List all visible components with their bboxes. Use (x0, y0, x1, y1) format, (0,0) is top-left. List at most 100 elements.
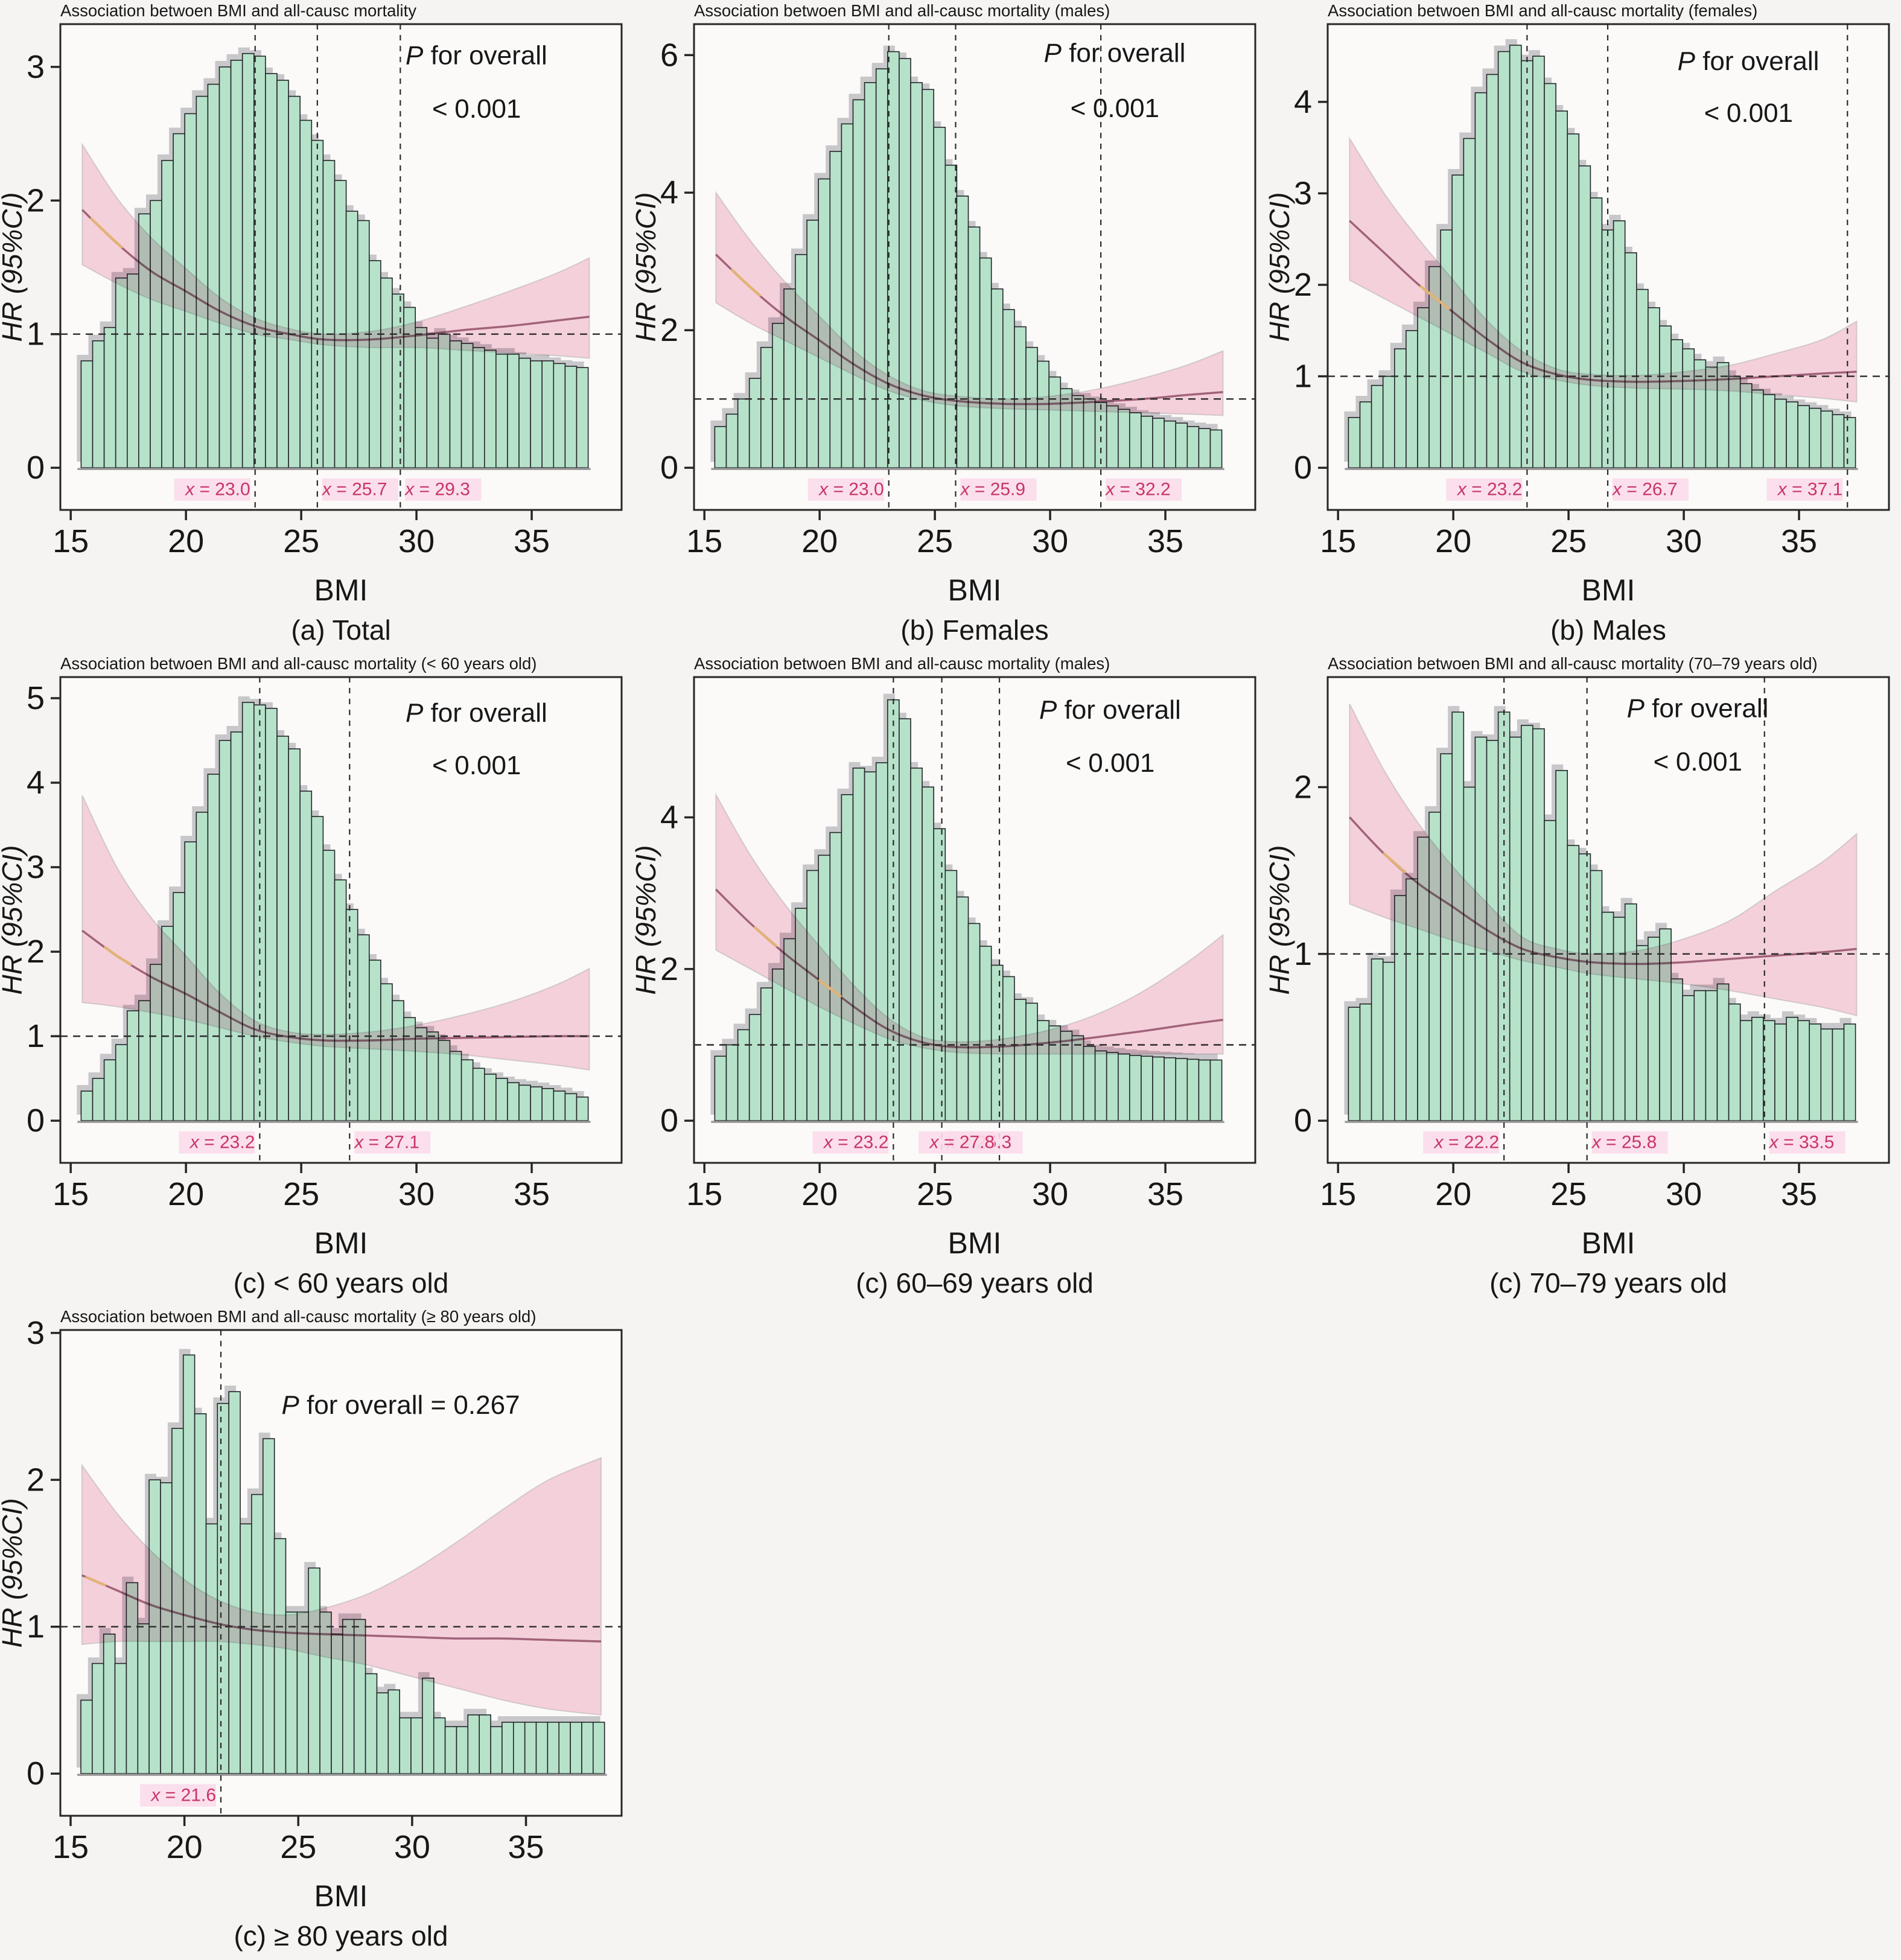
svg-text:3: 3 (27, 849, 45, 885)
svg-text:2: 2 (27, 934, 45, 970)
svg-text:0: 0 (660, 450, 678, 486)
y-axis: 0 1 2 HR (95%CI) (1267, 769, 1327, 1139)
knot-annotation: x = 37.1 (1766, 478, 1843, 501)
svg-text:x = 21.6: x = 21.6 (150, 1786, 216, 1806)
svg-text:2: 2 (1294, 769, 1312, 805)
svg-text:1: 1 (1294, 358, 1312, 395)
y-axis-title: HR (95%CI) (0, 192, 28, 342)
y-axis: 0 1 2 3 HR (95%CI) (0, 49, 60, 486)
curve-highlight-segment (90, 217, 123, 249)
svg-text:x = 27.8: x = 27.8 (929, 1133, 995, 1153)
chart-title: Association betwoen BMI and all-causc mo… (694, 654, 1110, 673)
knot-annotation: x = 21.6 (140, 1784, 216, 1807)
ci-band (1349, 136, 1858, 403)
plot-border (59, 23, 623, 511)
y-axis-title: HR (95%CI) (634, 192, 661, 342)
svg-text:2: 2 (660, 312, 678, 348)
knot-annotation: x = 23.2 (1446, 478, 1523, 501)
svg-text:15: 15 (53, 1829, 89, 1865)
svg-text:30: 30 (1032, 523, 1068, 559)
svg-text:35: 35 (1781, 1176, 1817, 1212)
svg-text:30: 30 (398, 1176, 435, 1212)
chart-caption: (c) 60–69 years old (856, 1267, 1094, 1299)
knot-annotation: x = 23.2 (179, 1131, 255, 1154)
x-axis: 15 20 25 30 35 BMI (686, 1163, 1183, 1260)
knot-annotation: x = 25.7 (321, 478, 398, 501)
chart-title: Association betwoen BMI and all-causc mo… (60, 1307, 537, 1326)
spline-curve (81, 929, 590, 1042)
x-axis-title: BMI (314, 1879, 368, 1913)
spline-curve (81, 1574, 602, 1643)
svg-text:25: 25 (917, 1176, 953, 1212)
svg-text:4: 4 (1294, 84, 1312, 120)
svg-text:30: 30 (1032, 1176, 1068, 1212)
svg-text:30: 30 (1666, 523, 1702, 559)
svg-text:25: 25 (1550, 1176, 1587, 1212)
plot-border (1326, 23, 1890, 511)
chart-panel-females: x = 23.0 x = 25.9 x = 32.2 P for overall < 0… (634, 0, 1267, 653)
svg-text:25: 25 (280, 1829, 316, 1865)
x-axis: 15 20 25 30 35 BMI (53, 1163, 550, 1260)
svg-text:30: 30 (398, 523, 435, 559)
svg-text:3: 3 (27, 49, 45, 85)
svg-text:30: 30 (1666, 1176, 1702, 1212)
plot-border (693, 676, 1256, 1164)
curve-highlight-segment (753, 926, 777, 947)
svg-text:15: 15 (1320, 1176, 1356, 1212)
svg-text:0: 0 (1294, 450, 1312, 486)
svg-text:x = 23.2: x = 23.2 (1456, 480, 1523, 500)
y-axis: 0 1 2 3 4 5 HR (95%CI) (0, 680, 60, 1139)
x-axis: 15 20 25 30 35 BMI (1320, 511, 1817, 607)
chart-caption: (c) 70–79 years old (1489, 1267, 1727, 1299)
ci-band (1349, 703, 1858, 1017)
svg-text:0: 0 (27, 1102, 45, 1139)
svg-text:35: 35 (508, 1829, 544, 1865)
x-axis: 15 20 25 30 35 BMI (53, 1816, 544, 1913)
svg-text:4: 4 (660, 174, 678, 211)
svg-text:2: 2 (660, 951, 678, 987)
knot-annotation: x = 23.0 (174, 478, 250, 501)
svg-text:20: 20 (801, 1176, 838, 1212)
p-value-label: P for overall < 0.001 (1678, 46, 1820, 128)
chart-panel-males: x = 23.2 x = 26.7 x = 37.1 P for overall < 0… (1267, 0, 1901, 653)
svg-text:< 0.001: < 0.001 (1653, 747, 1742, 777)
chart-svg-c-60-69: x = 23.2x = 25.3x = 27.8P for overall< 0… (634, 653, 1267, 1306)
y-axis-title: HR (95%CI) (1267, 192, 1295, 342)
chart-panel-total: x = 23.0 x = 25.7 x = 29.3 P for overall < 0… (0, 0, 634, 653)
svg-text:1: 1 (27, 316, 45, 352)
svg-text:2: 2 (1294, 267, 1312, 303)
svg-text:P for overall: P for overall (1039, 695, 1181, 725)
svg-text:25: 25 (917, 523, 953, 559)
svg-text:4: 4 (660, 799, 678, 835)
svg-text:2: 2 (27, 182, 45, 218)
svg-text:0: 0 (1294, 1102, 1312, 1139)
chart-title: Association betwoen BMI and all-causc mo… (1328, 654, 1818, 673)
chart-title: Association betwoen BMI and all-causc mo… (1328, 1, 1757, 20)
svg-text:20: 20 (168, 1176, 204, 1212)
knot-annotation: x = 25.8 (1591, 1131, 1668, 1154)
plot-border (59, 676, 623, 1164)
svg-text:1: 1 (1294, 936, 1312, 972)
svg-text:20: 20 (1435, 523, 1471, 559)
svg-text:P for overall = 0.267: P for overall = 0.267 (282, 1390, 520, 1420)
knot-annotation: x = 22.2 (1423, 1131, 1500, 1154)
chart-panel-70-79: x = 22.2 x = 25.8 x = 33.5 P for overall < 0… (1267, 653, 1901, 1306)
curve-highlight-segment (1419, 285, 1450, 310)
x-axis-title: BMI (948, 573, 1002, 607)
svg-text:x = 37.1: x = 37.1 (1777, 480, 1843, 500)
empty-cell (634, 1306, 1267, 1960)
knot-annotation: x = 33.5 (1768, 1131, 1845, 1154)
svg-text:25: 25 (1550, 523, 1587, 559)
chart-title: Association betwoen BMI and all-causc mo… (60, 654, 537, 673)
curve-highlight-segment (1383, 852, 1407, 874)
curve-highlight-segment (818, 979, 842, 998)
y-axis: 0 2 4 6 HR (95%CI) (634, 37, 693, 486)
histogram-bars (1345, 45, 1858, 470)
svg-text:3: 3 (1294, 175, 1312, 211)
y-axis-title: HR (95%CI) (634, 845, 661, 995)
x-axis-title: BMI (948, 1226, 1002, 1260)
ci-band (81, 795, 590, 1071)
